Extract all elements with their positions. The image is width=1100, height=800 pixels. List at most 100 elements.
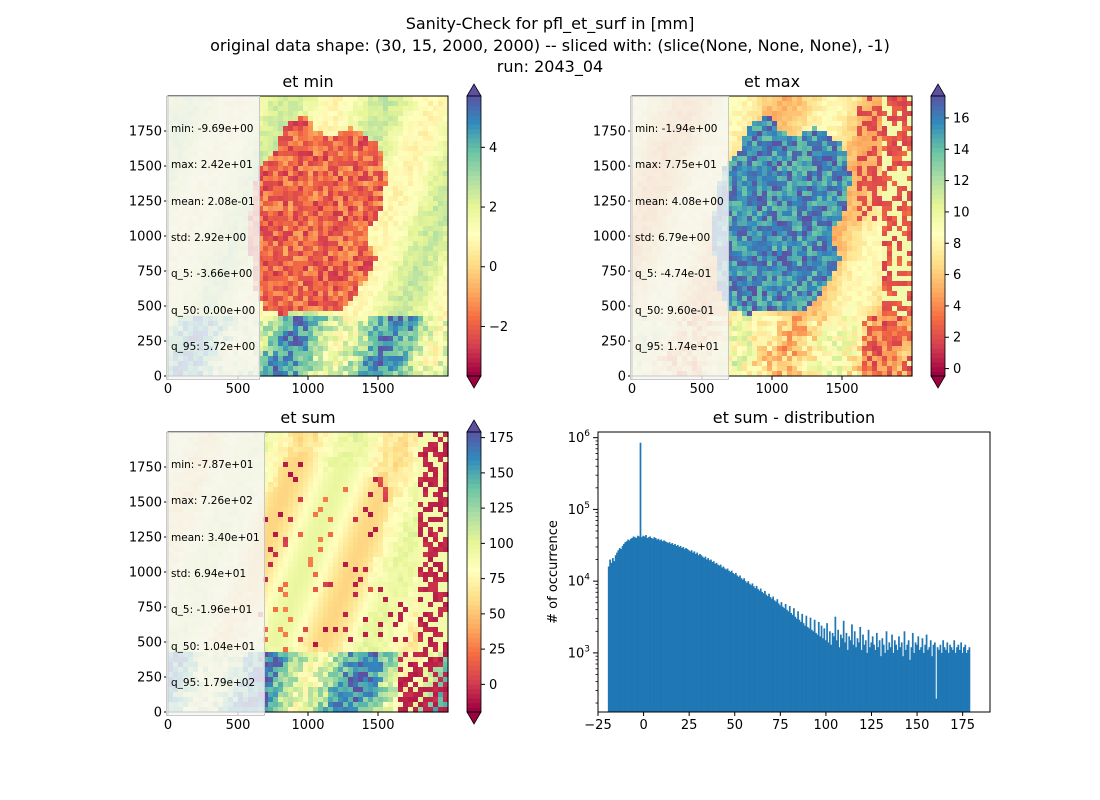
heatmap-cell: [892, 186, 898, 192]
heatmap-cell: [393, 131, 399, 137]
heatmap-cell: [408, 311, 414, 317]
heatmap-cell: [303, 296, 309, 302]
heatmap-cell: [902, 116, 908, 122]
heatmap-cell: [832, 196, 838, 202]
heatmap-cell: [418, 256, 424, 262]
heatmap-cell: [892, 236, 898, 242]
heatmap-cell: [383, 126, 389, 132]
heatmap-cell: [328, 346, 334, 352]
heatmap-cell: [263, 116, 269, 122]
heatmap-cell: [348, 211, 354, 217]
heatmap-cell: [373, 321, 379, 327]
heatmap-cell: [358, 276, 364, 282]
heatmap-cell: [308, 111, 314, 117]
heatmap-cell: [303, 321, 309, 327]
heatmap-cell: [902, 106, 908, 112]
heatmap-cell: [333, 286, 339, 292]
heatmap-cell: [762, 216, 768, 222]
heatmap-cell: [383, 186, 389, 192]
heatmap-cell: [757, 231, 763, 237]
heatmap-cell: [792, 96, 798, 102]
heatmap-cell: [782, 126, 788, 132]
heatmap-cell: [747, 136, 753, 142]
heatmap-cell: [792, 191, 798, 197]
heatmap-cell: [388, 166, 394, 172]
heatmap-cell: [807, 121, 813, 127]
heatmap-cell: [283, 191, 289, 197]
heatmap-cell: [343, 171, 349, 177]
heatmap-cell: [353, 156, 359, 162]
heatmap-cell: [393, 176, 399, 182]
heatmap-cell: [338, 111, 344, 117]
heatmap-cell: [263, 336, 269, 342]
heatmap-cell: [343, 176, 349, 182]
heatmap-cell: [293, 336, 299, 342]
heatmap-cell: [852, 246, 858, 252]
heatmap-cell: [802, 151, 808, 157]
heatmap-cell: [872, 226, 878, 232]
heatmap-cell: [438, 341, 444, 347]
heatmap-cell: [887, 131, 893, 137]
heatmap-cell: [747, 181, 753, 187]
heatmap-cell: [348, 136, 354, 142]
heatmap-cell: [408, 166, 414, 172]
heatmap-cell: [742, 231, 748, 237]
heatmap-cell: [323, 121, 329, 127]
heatmap-cell: [263, 371, 269, 377]
heatmap-cell: [398, 121, 404, 127]
heatmap-cell: [263, 96, 269, 102]
heatmap-cell: [757, 111, 763, 117]
heatmap-cell: [438, 316, 444, 322]
heatmap-cell: [338, 181, 344, 187]
heatmap-cell: [802, 241, 808, 247]
heatmap-cell: [882, 211, 888, 217]
heatmap-cell: [418, 116, 424, 122]
heatmap-cell: [762, 246, 768, 252]
heatmap-cell: [308, 311, 314, 317]
heatmap-cell: [328, 196, 334, 202]
heatmap-cell: [373, 366, 379, 372]
heatmap-cell: [423, 226, 429, 232]
heatmap-cell: [313, 221, 319, 227]
heatmap-cell: [383, 111, 389, 117]
heatmap-cell: [847, 191, 853, 197]
heatmap-cell: [268, 191, 274, 197]
heatmap-cell: [348, 356, 354, 362]
heatmap-cell: [762, 151, 768, 157]
heatmap-cell: [747, 221, 753, 227]
heatmap-cell: [438, 246, 444, 252]
heatmap-cell: [393, 156, 399, 162]
heatmap-cell: [398, 176, 404, 182]
heatmap-cell: [258, 126, 264, 132]
heatmap-cell: [268, 241, 274, 247]
heatmap-cell: [338, 121, 344, 127]
heatmap-cell: [727, 121, 733, 127]
heatmap-cell: [348, 176, 354, 182]
heatmap-cell: [413, 361, 419, 367]
heatmap-cell: [283, 136, 289, 142]
heatmap-cell: [423, 366, 429, 372]
heatmap-cell: [433, 366, 439, 372]
heatmap-cell: [393, 351, 399, 357]
heatmap-cell: [892, 201, 898, 207]
heatmap-cell: [822, 171, 828, 177]
heatmap-cell: [782, 231, 788, 237]
heatmap-cell: [852, 101, 858, 107]
heatmap-cell: [433, 331, 439, 337]
heatmap-cell: [752, 246, 758, 252]
heatmap-cell: [403, 121, 409, 127]
heatmap-cell: [847, 171, 853, 177]
heatmap-cell: [747, 156, 753, 162]
heatmap-cell: [817, 236, 823, 242]
heatmap-cell: [273, 301, 279, 307]
heatmap-cell: [882, 176, 888, 182]
heatmap-cell: [802, 176, 808, 182]
heatmap-cell: [388, 206, 394, 212]
heatmap-cell: [318, 226, 324, 232]
heatmap-cell: [822, 216, 828, 222]
heatmap-cell: [907, 171, 913, 177]
heatmap-cell: [762, 191, 768, 197]
heatmap-cell: [328, 256, 334, 262]
heatmap-cell: [902, 211, 908, 217]
heatmap-cell: [837, 206, 843, 212]
